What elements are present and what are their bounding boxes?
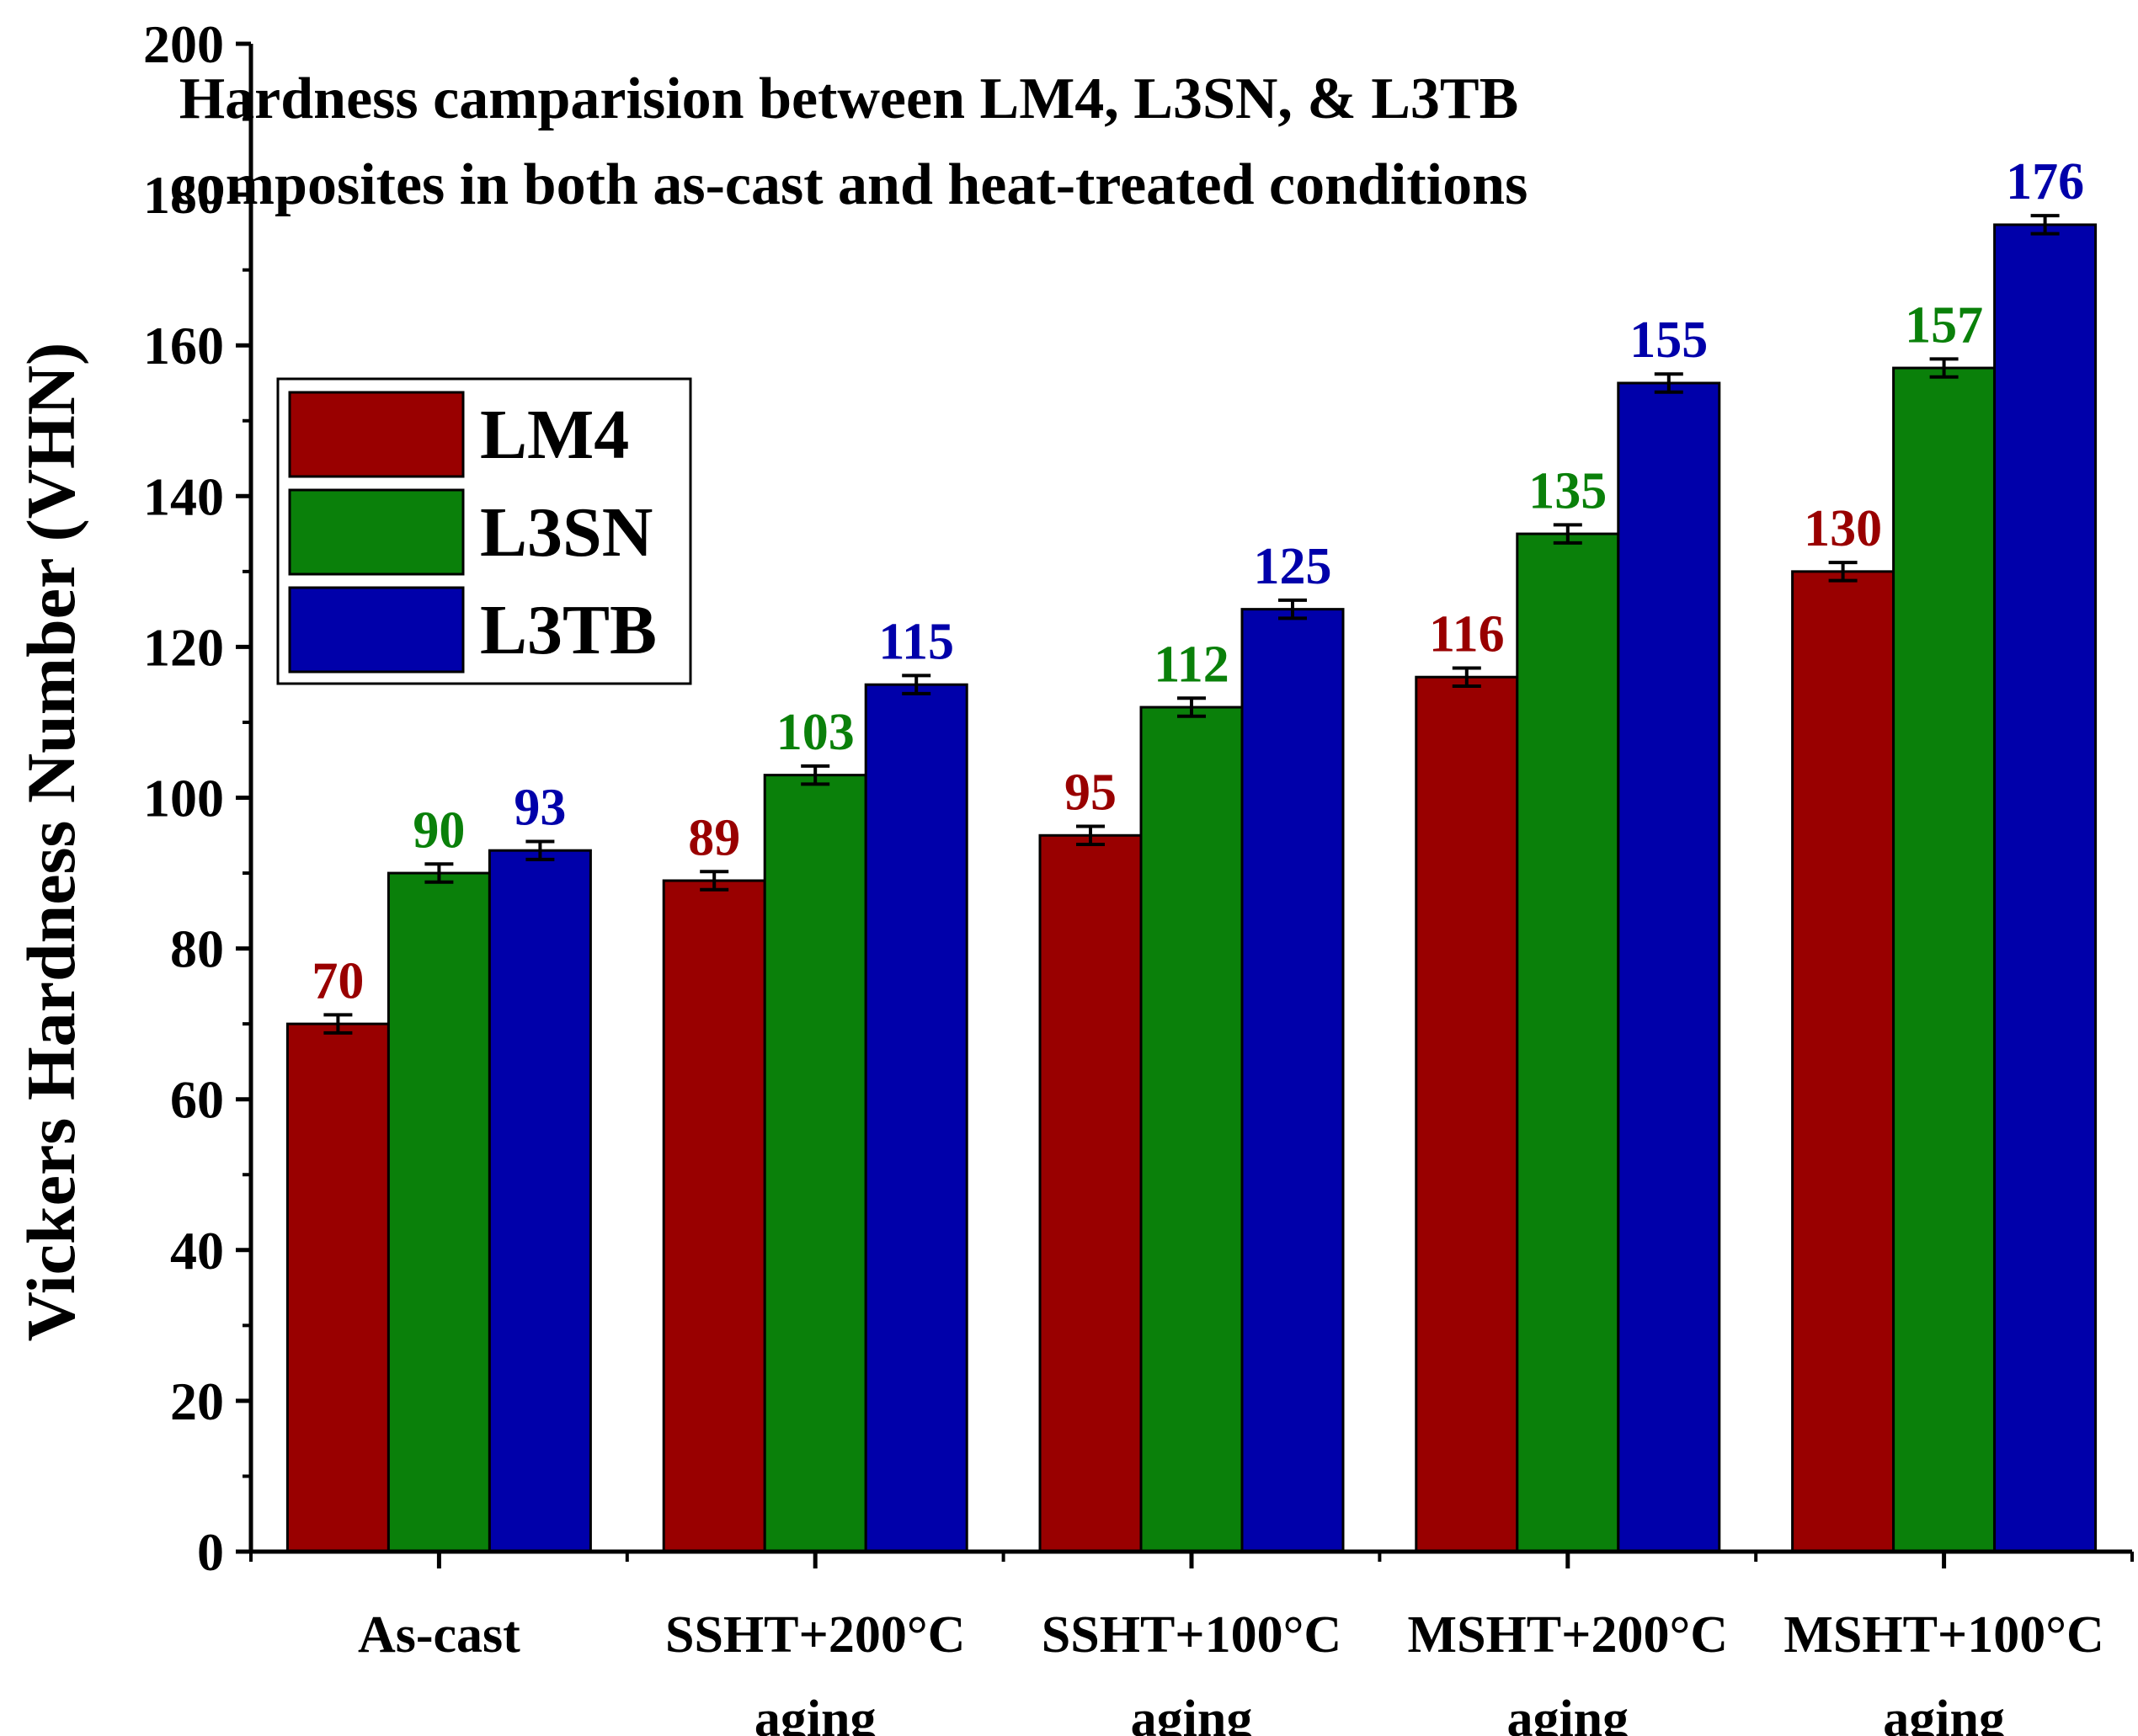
x-tick-label-2-0: SSHT+100°C — [1042, 1606, 1341, 1664]
x-tick-label-1-1: aging — [754, 1691, 877, 1736]
bar-l3tb-2 — [1240, 608, 1345, 1553]
data-label-l3tb-2: 125 — [1254, 538, 1332, 595]
bar-lm4-3 — [1415, 675, 1519, 1553]
legend-label-l3sn: L3SN — [480, 493, 653, 572]
data-label-l3sn-4: 157 — [1905, 296, 1983, 354]
y-tick-label-0: 0 — [197, 1522, 224, 1582]
bar-l3sn-1 — [763, 774, 867, 1553]
legend-swatch-l3sn — [288, 488, 465, 576]
y-tick-label-200: 200 — [143, 14, 224, 74]
x-tick-label-4-0: MSHT+100°C — [1783, 1606, 2103, 1664]
data-labels-layer: 70 90 93 89 103 115 95 112 125 116 135 155 130 157 176 — [312, 153, 2084, 1009]
data-label-lm4-0: 70 — [312, 952, 364, 1009]
y-tick-label-120: 120 — [143, 617, 224, 677]
legend-swatch-l3tb — [288, 586, 465, 674]
bar-l3sn-3 — [1516, 532, 1620, 1553]
bar-lm4-1 — [662, 879, 766, 1553]
x-tick-label-0-0: As-cast — [358, 1606, 520, 1664]
bar-lm4-2 — [1038, 833, 1143, 1553]
y-tick-label-160: 160 — [143, 316, 224, 375]
data-label-l3tb-0: 93 — [514, 779, 566, 836]
bar-lm4-4 — [1791, 570, 1895, 1553]
bar-l3tb-0 — [488, 849, 592, 1553]
chart-title-line-1: Hardness camparision between LM4, L3SN, … — [179, 67, 1519, 131]
data-label-lm4-3: 116 — [1429, 605, 1505, 663]
data-label-l3sn-2: 112 — [1154, 636, 1229, 693]
y-tick-label-180: 180 — [143, 165, 224, 225]
data-label-l3sn-1: 103 — [776, 704, 855, 761]
x-tick-label-1-0: SSHT+200°C — [665, 1606, 965, 1664]
chart-title: Hardness camparision between LM4, L3SN, … — [170, 67, 1528, 217]
x-tick-label-3-0: MSHT+200°C — [1408, 1606, 1728, 1664]
bar-l3sn-4 — [1892, 366, 1997, 1553]
legend-label-l3tb: L3TB — [480, 591, 657, 669]
error-bars-layer — [323, 214, 2060, 1035]
data-label-l3sn-3: 135 — [1528, 462, 1607, 519]
bar-l3tb-1 — [864, 683, 968, 1553]
y-tick-label-140: 140 — [143, 466, 224, 526]
legend-swatch-lm4 — [288, 391, 465, 478]
data-label-lm4-4: 130 — [1804, 500, 1882, 557]
axes-layer: 0 20 40 60 80 100 120 140 160 180 200 As-cast SSHT+2… — [143, 14, 2134, 1736]
x-tick-label-2-1: aging — [1131, 1691, 1253, 1736]
bar-l3tb-4 — [1993, 223, 2098, 1553]
y-axis-label: Vickers Hardness Number (VHN) — [13, 343, 89, 1342]
data-label-l3tb-3: 155 — [1629, 312, 1708, 369]
data-label-lm4-1: 89 — [688, 809, 740, 866]
y-tick-label-60: 60 — [170, 1070, 224, 1130]
bar-lm4-0 — [285, 1022, 390, 1553]
data-label-l3tb-1: 115 — [878, 613, 954, 670]
y-tick-label-100: 100 — [143, 769, 224, 828]
legend-label-lm4: LM4 — [480, 396, 629, 474]
bar-l3sn-2 — [1139, 706, 1244, 1553]
bar-l3sn-0 — [387, 871, 491, 1553]
y-tick-label-40: 40 — [170, 1221, 224, 1281]
y-tick-label-80: 80 — [170, 919, 224, 979]
y-tick-label-20: 20 — [170, 1371, 224, 1431]
data-label-l3tb-4: 176 — [2006, 153, 2084, 210]
chart-title-line-2: composites in both as-cast and heat-trea… — [170, 152, 1528, 217]
data-label-l3sn-0: 90 — [413, 801, 465, 859]
x-tick-label-3-1: aging — [1506, 1691, 1629, 1736]
bars-layer — [285, 223, 2098, 1553]
bar-l3tb-3 — [1617, 381, 1721, 1553]
x-tick-label-4-1: aging — [1883, 1691, 2005, 1736]
legend: LM4 L3SN L3TB — [276, 377, 692, 685]
data-label-lm4-2: 95 — [1064, 764, 1117, 822]
